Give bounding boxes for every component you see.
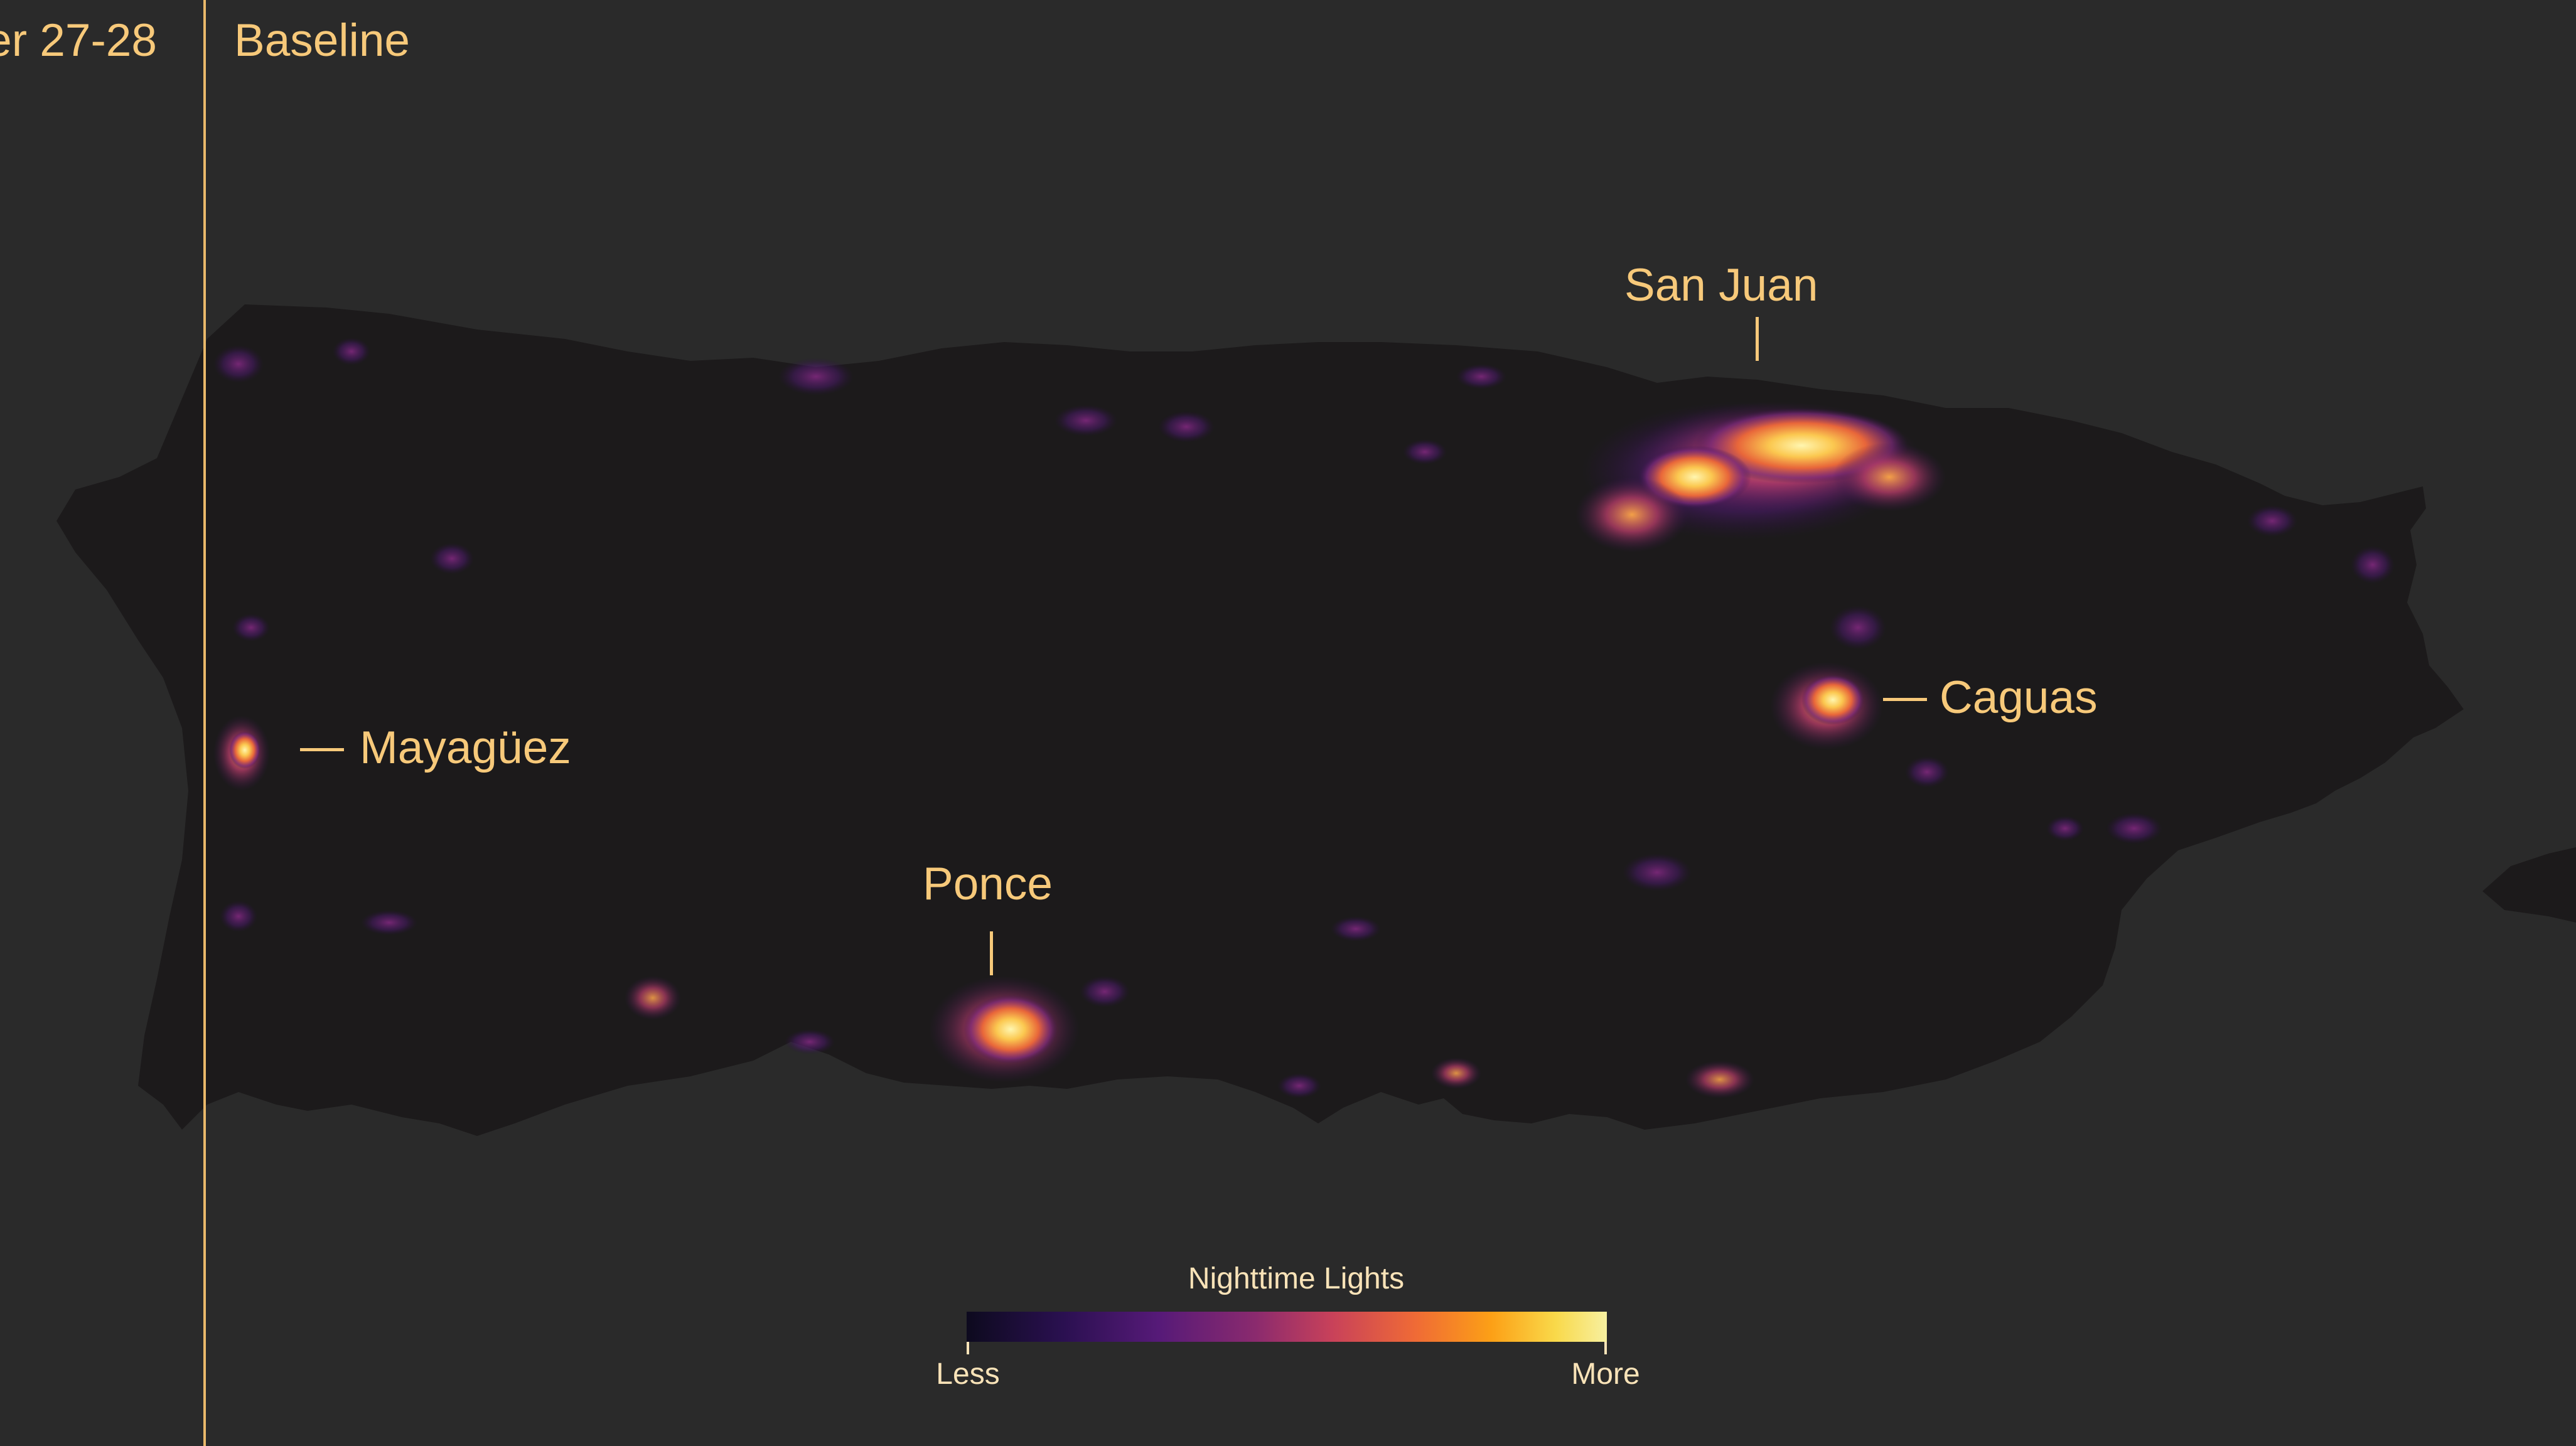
san-juan-leader-line [1756,317,1759,361]
city-label-san-juan: San Juan [1624,260,1818,311]
caguas-lights [1770,662,1883,750]
city-label-ponce: Ponce [923,859,1053,909]
legend-color-ramp [967,1312,1607,1342]
legend-tick-high [1604,1342,1607,1354]
ponce-leader-line [990,931,993,975]
legend-tick-low [967,1342,969,1354]
legend-label-less: Less [936,1358,1000,1391]
mayaguez-leader-line [300,748,344,751]
caguas-leader-line [1883,698,1927,701]
main-island [56,304,2464,1136]
ponce-lights [929,976,1080,1083]
legend-label-more: More [1571,1358,1640,1391]
left-panel-date-label: er 27-28 [0,15,157,66]
san-juan-lights [1575,402,1946,552]
dim-lights [213,338,2395,1098]
legend-title: Nighttime Lights [1188,1262,1405,1295]
city-label-caguas: Caguas [1940,672,2098,723]
mayaguez-lights [213,715,270,791]
swipe-divider-handle[interactable] [203,0,206,1446]
vieques-island-edge [2482,847,2576,923]
city-label-mayaguez: Mayagüez [360,722,571,773]
nighttime-lights-legend: Nighttime Lights Less More [929,1255,1670,1400]
right-panel-baseline-label: Baseline [234,15,411,66]
